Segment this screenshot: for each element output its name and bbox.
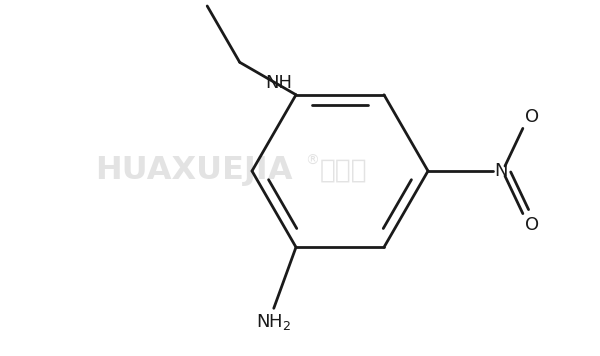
Text: O: O — [525, 216, 539, 234]
Text: NH: NH — [265, 74, 292, 92]
Text: O: O — [525, 109, 539, 126]
Text: OH: OH — [178, 0, 205, 2]
Text: 化学加: 化学加 — [320, 158, 368, 184]
Text: HUAXUEJIA: HUAXUEJIA — [95, 156, 293, 187]
Text: NH$_2$: NH$_2$ — [256, 312, 292, 332]
Text: ®: ® — [305, 154, 319, 168]
Text: N: N — [494, 162, 508, 180]
